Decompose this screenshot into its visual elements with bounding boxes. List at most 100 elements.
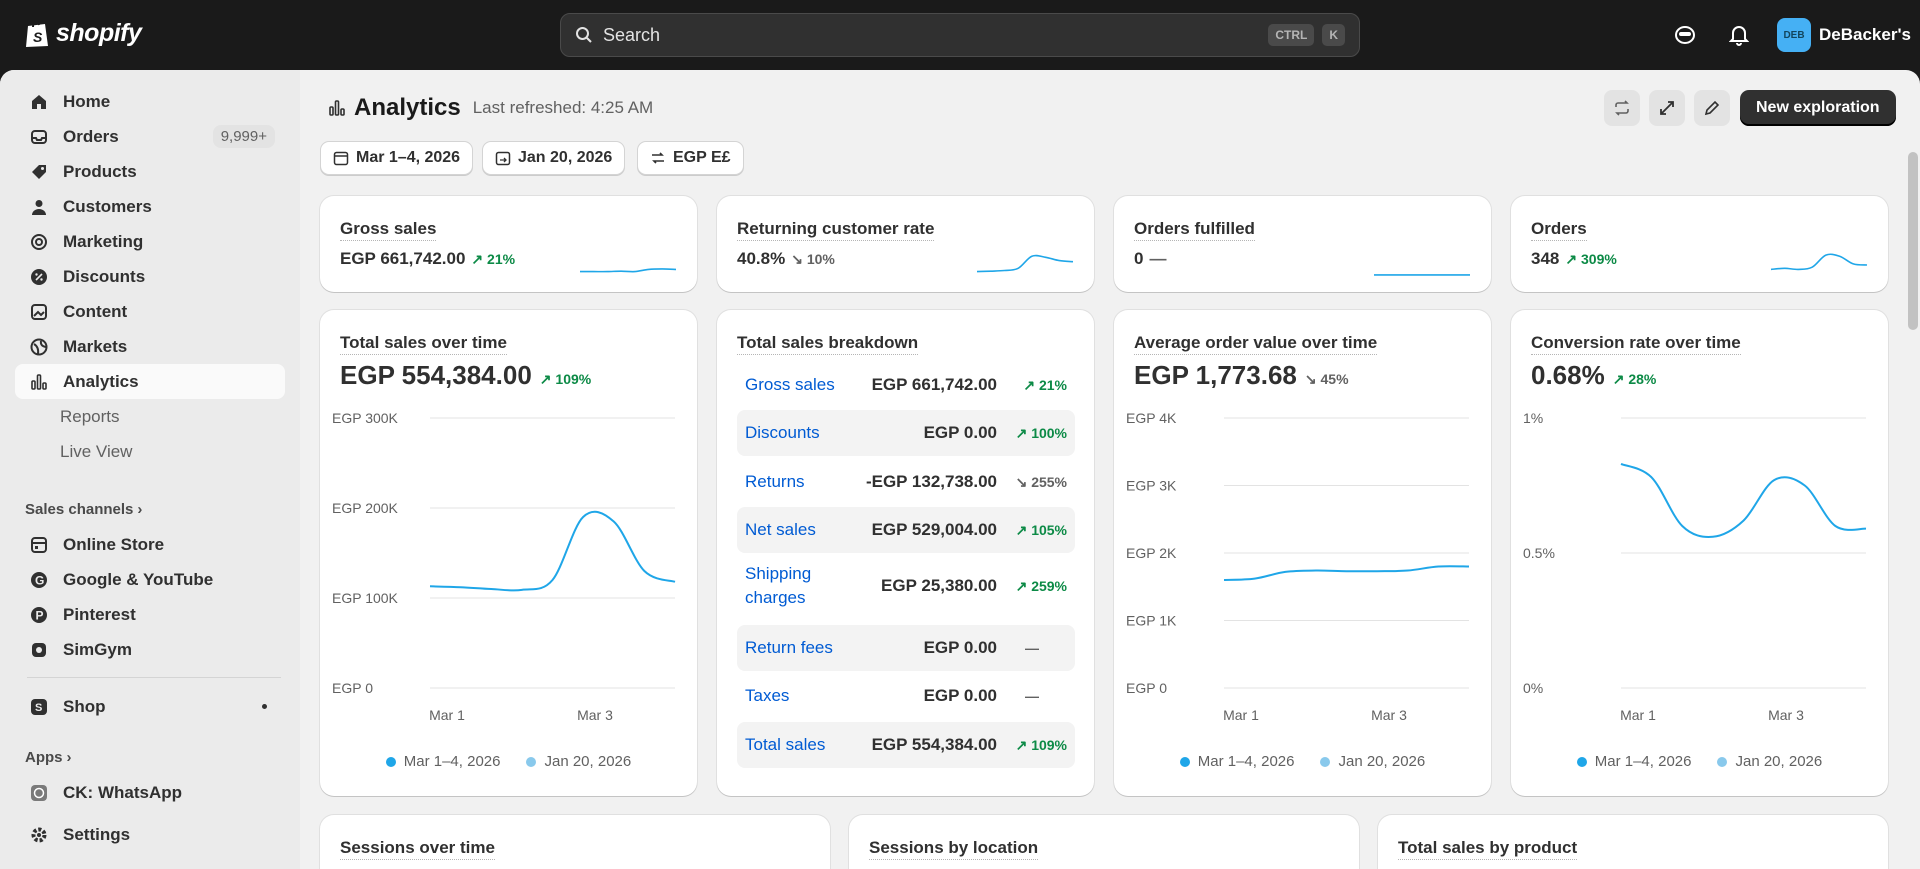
calendar-compare-icon [495, 151, 511, 166]
row-change-value: 259% [1031, 577, 1067, 594]
sessions-over-time-card[interactable]: Sessions over time [320, 815, 830, 869]
pencil-icon [1704, 100, 1720, 116]
sales-breakdown-card: Total sales breakdown Gross sales EGP 661… [717, 310, 1094, 796]
page-header: Analytics Last refreshed: 4:25 AM [328, 94, 653, 122]
series-line [1223, 565, 1470, 581]
kpi-card-orders-fulfilled[interactable]: Orders fulfilled 0— [1114, 196, 1491, 292]
edit-button[interactable] [1694, 90, 1730, 126]
breakdown-row-returns[interactable]: Returns -EGP 132,738.00 ↘ 255% [737, 459, 1075, 505]
kpi-card-returning-customer-rate[interactable]: Returning customer rate 40.8% ↘ 10% [717, 196, 1094, 292]
breakdown-row-total-sales[interactable]: Total sales EGP 554,384.00 ↗ 109% [737, 722, 1075, 768]
legend-swatch [1320, 756, 1331, 767]
breakdown-row-discounts[interactable]: Discounts EGP 0.00 ↗ 100% [737, 410, 1075, 456]
headline-change: ↘ 45% [1304, 371, 1349, 387]
kpi-value: 0 [1134, 249, 1144, 268]
date-range-picker[interactable]: Mar 1–4, 2026 [320, 141, 474, 175]
sales-channels-heading[interactable]: Sales channels › [25, 501, 142, 518]
sidebar-item-label: Analytics [63, 371, 139, 391]
sidebar-item-discounts[interactable]: Discounts [15, 259, 285, 294]
shopify-logo[interactable]: S shopify [24, 18, 142, 48]
kpi-change-value: 309% [1581, 250, 1617, 267]
store-menu[interactable]: DEB DeBacker's [1777, 18, 1911, 52]
kpi-value: EGP 661,742.00 [340, 249, 466, 268]
sidebar-item-label: CK: WhatsApp [63, 782, 182, 802]
chevron-right-icon: › [66, 749, 72, 766]
sidebar-item-customers[interactable]: Customers [15, 189, 285, 224]
sidebar-item-products[interactable]: Products [15, 154, 285, 189]
sidebar-item-google-youtube[interactable]: G Google & YouTube [15, 562, 285, 597]
row-label: Gross sales [745, 375, 835, 394]
total-sales-chart-card[interactable]: Total sales over time EGP 554,384.00 ↗ 10… [320, 310, 697, 796]
bell-icon[interactable] [1726, 22, 1752, 48]
refresh-button[interactable] [1604, 90, 1640, 126]
y-tick-label: EGP 300K [332, 410, 399, 426]
comparison-date-picker[interactable]: Jan 20, 2026 [482, 141, 626, 175]
page-scrollbar[interactable] [1908, 152, 1918, 330]
shop-status-dot [262, 704, 267, 709]
sidekick-icon[interactable] [1672, 22, 1698, 48]
svg-text:P: P [36, 608, 44, 622]
sidebar-item-online-store[interactable]: Online Store [15, 527, 285, 562]
search-bar[interactable]: Search CTRL K [560, 13, 1360, 57]
breakdown-row-taxes[interactable]: Taxes EGP 0.00 — [737, 673, 1075, 719]
sidebar-item-settings[interactable]: Settings [15, 817, 285, 852]
sparkline-path [976, 254, 1074, 273]
y-tick-label: EGP 2K [1126, 545, 1177, 561]
sidebar-item-markets[interactable]: Markets [15, 329, 285, 364]
new-exploration-button[interactable]: New exploration [1740, 90, 1896, 126]
legend-item-current: Mar 1–4, 2026 [1179, 753, 1295, 770]
sidebar-item-content[interactable]: Content [15, 294, 285, 329]
currency-picker[interactable]: EGP E£ [637, 141, 744, 175]
sidebar-item-label: Content [63, 301, 128, 321]
breakdown-row-gross-sales[interactable]: Gross sales EGP 661,742.00 ↗ 21% [737, 362, 1075, 408]
sidebar-item-ck-whatsapp[interactable]: CK: WhatsApp [15, 775, 285, 810]
kpi-value-row: EGP 661,742.00 ↗ 21% [340, 249, 515, 269]
sidebar-item-label: Customers [63, 196, 152, 216]
apps-heading[interactable]: Apps › [25, 749, 72, 766]
sidebar-item-label: Markets [63, 336, 128, 356]
y-tick-label: EGP 100K [332, 590, 399, 606]
fullscreen-button[interactable] [1649, 90, 1685, 126]
breakdown-row-return-fees[interactable]: Return fees EGP 0.00 — [737, 625, 1075, 671]
app-shell: Home Orders 9,999+ Products Customers Ma… [0, 70, 1920, 869]
total-sales-by-product-card[interactable]: Total sales by product [1378, 815, 1888, 869]
chevron-right-icon: › [137, 501, 143, 518]
legend-swatch [1179, 756, 1190, 767]
svg-text:S: S [33, 29, 43, 45]
kbd-k: K [1322, 24, 1345, 46]
sessions-by-location-card[interactable]: Sessions by location [849, 815, 1359, 869]
main-content: Analytics Last refreshed: 4:25 AM New ex… [300, 70, 1920, 869]
breakdown-row-shipping-charges[interactable]: Shipping charges EGP 25,380.00 ↗ 259% [737, 556, 1075, 616]
sidebar-item-analytics[interactable]: Analytics [15, 364, 285, 399]
tag-icon [27, 162, 51, 182]
x-tick-label: Mar 3 [577, 707, 613, 723]
kpi-card-orders[interactable]: Orders 348 ↗ 309% [1511, 196, 1888, 292]
row-change: ↗ 100% [1015, 424, 1067, 441]
row-value: EGP 0.00 [923, 423, 997, 442]
sparkline-path [1770, 253, 1868, 271]
sidebar-item-shop[interactable]: S Shop [15, 689, 285, 724]
conversion-chart-card[interactable]: Conversion rate over time 0.68% ↗ 28% 1% 0… [1511, 310, 1888, 796]
aov-chart-card[interactable]: Average order value over time EGP 1,773.… [1114, 310, 1491, 796]
kpi-title: Orders fulfilled [1134, 219, 1255, 241]
legend-label: Mar 1–4, 2026 [1197, 753, 1295, 770]
sidebar-item-orders[interactable]: Orders 9,999+ [15, 119, 285, 154]
chart-title: Conversion rate over time [1531, 333, 1741, 355]
row-label: Taxes [745, 686, 790, 705]
breakdown-row-net-sales[interactable]: Net sales EGP 529,004.00 ↗ 105% [737, 507, 1075, 553]
sidebar-item-reports[interactable]: Reports [15, 399, 285, 434]
row-label: Discounts [745, 423, 820, 442]
sidebar-item-marketing[interactable]: Marketing [15, 224, 285, 259]
legend-swatch [526, 756, 537, 767]
kpi-card-gross-sales[interactable]: Gross sales EGP 661,742.00 ↗ 21% [320, 196, 697, 292]
row-change: ↗ 105% [1015, 521, 1067, 538]
row-value: EGP 0.00 [923, 638, 997, 657]
sidebar-item-home[interactable]: Home [15, 84, 285, 119]
sidebar-item-live-view[interactable]: Live View [15, 434, 285, 469]
chart-title: Total sales over time [340, 333, 507, 355]
sidebar-item-pinterest[interactable]: P Pinterest [15, 597, 285, 632]
sidebar-item-simgym[interactable]: SimGym [15, 632, 285, 667]
sidebar-item-label: Discounts [63, 266, 146, 286]
row-change: ↗ 109% [1015, 736, 1067, 753]
kpi-sparkline [580, 268, 677, 273]
